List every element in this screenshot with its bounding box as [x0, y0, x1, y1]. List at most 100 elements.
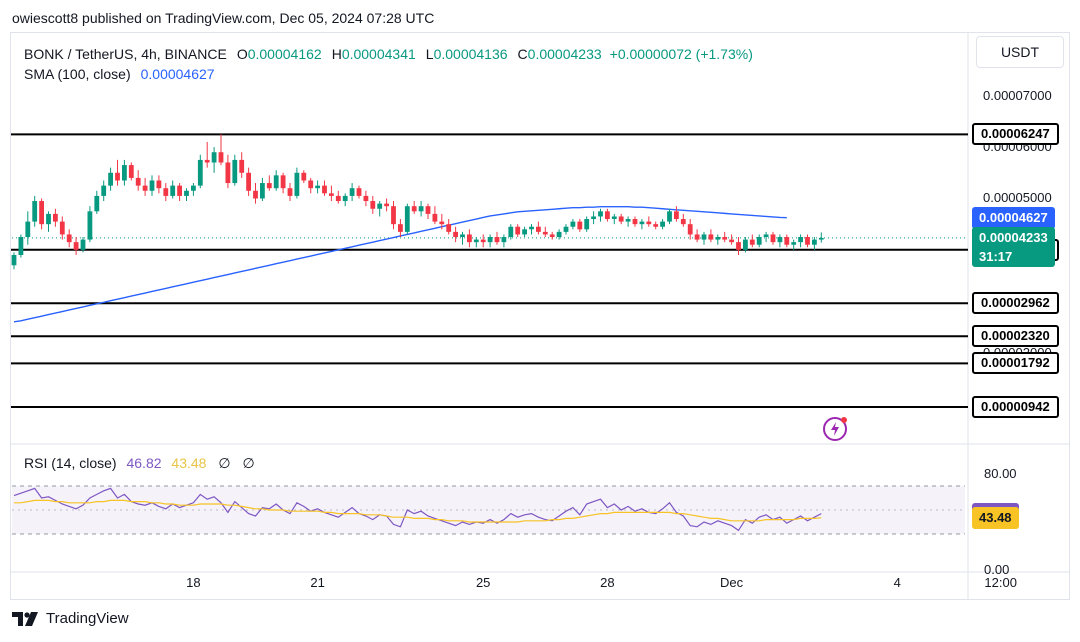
candle-body — [225, 162, 231, 184]
rsi-legend-value: 46.82 — [126, 455, 162, 471]
candle-body — [584, 219, 590, 230]
candle-body — [322, 185, 327, 194]
candle-body — [66, 234, 72, 243]
candle-body — [315, 185, 320, 189]
sma-label[interactable]: SMA (100, close) — [24, 66, 131, 82]
footer: TradingView — [12, 610, 129, 627]
sma-value: 0.00004627 — [140, 66, 215, 82]
price-tick-label: 0.00007000 — [983, 87, 1052, 103]
candle-body — [377, 203, 383, 209]
candle-body — [570, 221, 576, 227]
candle-body — [563, 226, 569, 232]
candle-body — [549, 234, 555, 238]
symbol-label[interactable]: BONK / TetherUS, 4h, BINANCE — [24, 46, 227, 62]
candle-body — [363, 195, 369, 202]
candle-body — [101, 185, 107, 196]
bar-countdown: 31:17 — [979, 248, 1013, 264]
time-tick-label: 12:00 — [984, 575, 1017, 590]
candle-body — [73, 242, 79, 250]
rsi-ma-line — [14, 499, 822, 523]
candle-body — [177, 185, 182, 196]
candle-body — [508, 226, 514, 238]
candle-body — [218, 152, 224, 163]
candle-body — [11, 255, 17, 266]
candle-body — [135, 177, 141, 186]
candle-body — [163, 188, 169, 196]
candle-body — [529, 226, 534, 230]
candle-body — [680, 219, 686, 225]
open-label: O — [236, 46, 248, 62]
candle-body — [170, 185, 176, 196]
candle-body — [467, 234, 472, 243]
candle-body — [715, 237, 721, 240]
candle-body — [239, 159, 245, 173]
last-price-tag: 0.00004233 31:17 — [972, 226, 1055, 267]
candle-body — [18, 237, 24, 255]
candle-body — [639, 221, 645, 225]
high-label: H — [331, 46, 342, 62]
currency-button[interactable]: USDT — [976, 36, 1064, 68]
candle-body — [556, 231, 562, 238]
candle-body — [591, 216, 596, 220]
candle-body — [25, 221, 31, 238]
candle-body — [763, 234, 769, 238]
candle-body — [460, 234, 465, 238]
candle-body — [784, 237, 790, 245]
candle-body — [632, 219, 638, 225]
candle-body — [708, 234, 714, 240]
candle-body — [32, 201, 38, 222]
candle-body — [577, 221, 583, 230]
candle-body — [818, 237, 824, 240]
candle-body — [722, 237, 728, 240]
candle-body — [398, 224, 403, 232]
candle-body — [266, 183, 272, 189]
level-price-tag: 0.00002962 — [972, 292, 1059, 315]
candle-body — [453, 231, 458, 238]
candle-body — [184, 190, 189, 196]
tradingview-logo-icon[interactable] — [12, 611, 40, 626]
candle-body — [653, 224, 659, 227]
time-tick-label: 21 — [310, 575, 325, 590]
chart-canvas[interactable] — [11, 33, 1069, 599]
candle-body — [777, 237, 783, 243]
level-price-tag: 0.00000942 — [972, 396, 1059, 418]
flash-icon[interactable] — [822, 414, 850, 442]
candle-body — [812, 239, 817, 245]
candle-body — [522, 229, 527, 235]
candle-body — [122, 165, 127, 181]
candle-body — [204, 159, 210, 163]
candle-body — [611, 216, 617, 220]
close-label: C — [517, 46, 528, 62]
candle-body — [432, 213, 438, 222]
candle-body — [384, 203, 389, 207]
candle-body — [542, 231, 548, 235]
candle-body — [280, 175, 286, 189]
candle-body — [329, 193, 334, 196]
time-tick-label: 4 — [893, 575, 901, 590]
candle-body — [701, 234, 707, 240]
candle-body — [149, 180, 155, 191]
sma-row: SMA (100, close) 0.00004627 — [24, 64, 753, 84]
candle-body — [53, 213, 58, 222]
rsi-label[interactable]: RSI (14, close) — [24, 455, 117, 471]
candle-body — [108, 172, 113, 186]
rsi-line — [13, 487, 822, 532]
candle-body — [501, 237, 507, 243]
chart-frame — [10, 32, 1070, 600]
candle-body — [59, 221, 65, 235]
close-value: 0.00004233 — [527, 46, 602, 62]
candle-body — [301, 172, 307, 181]
candle-body — [473, 239, 479, 243]
rsi-tick-label: 0.00 — [984, 562, 1010, 577]
price-tick-label: 0.00005000 — [983, 190, 1052, 206]
low-label: L — [425, 46, 434, 62]
rsi-ma-legend-value: 43.48 — [171, 455, 207, 471]
candle-body — [770, 234, 776, 243]
candle-body — [294, 172, 300, 196]
candle-body — [605, 211, 610, 220]
candle-body — [411, 206, 417, 212]
candle-body — [308, 180, 314, 189]
brand-name[interactable]: TradingView — [46, 610, 129, 627]
candle-body — [480, 239, 486, 243]
candle-body — [598, 211, 603, 217]
